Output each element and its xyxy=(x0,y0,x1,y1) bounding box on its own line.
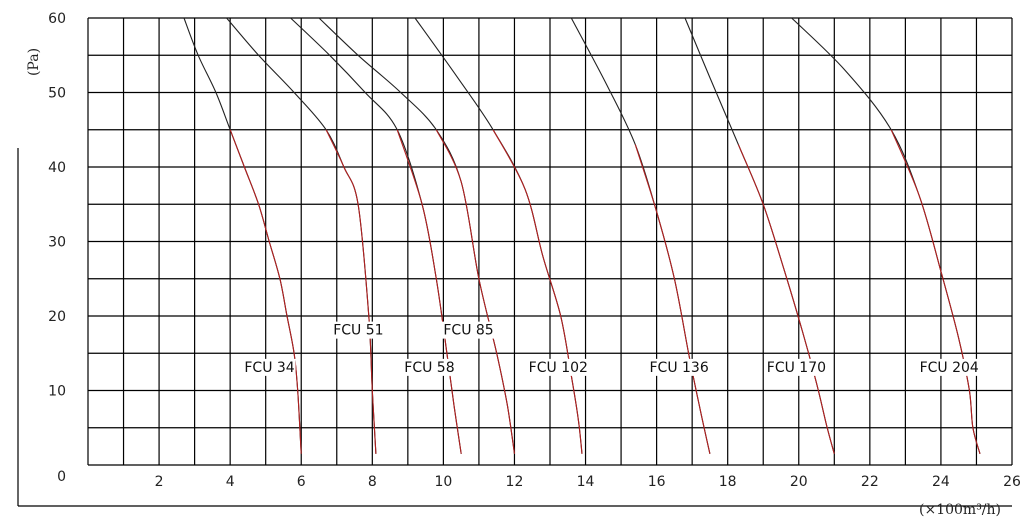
x-tick-label: 12 xyxy=(506,474,524,490)
curve-label-bg xyxy=(526,358,589,376)
curve-label-bg xyxy=(764,358,827,376)
y-tick-label: 50 xyxy=(48,86,66,102)
y-tick-label: 60 xyxy=(48,11,66,27)
curve-label: FCU 204 xyxy=(920,360,979,376)
y-axis-label: (Pa) xyxy=(26,48,42,76)
y-tick-label: 0 xyxy=(57,469,66,485)
y-tick-label: 30 xyxy=(48,235,66,251)
curve-series-7 xyxy=(684,17,835,454)
curve-series-8 xyxy=(791,17,981,454)
curve-label: FCU 58 xyxy=(404,360,454,376)
x-tick-label: 24 xyxy=(932,474,950,490)
x-tick-label: 14 xyxy=(577,474,595,490)
x-tick-label: 10 xyxy=(434,474,452,490)
curve-series-6-lower xyxy=(634,144,711,454)
x-tick-label: 18 xyxy=(719,474,737,490)
curve-series-5-lower xyxy=(492,129,583,454)
curve-label: FCU 51 xyxy=(333,323,383,339)
curve-label: FCU 85 xyxy=(443,323,493,339)
curve-label: FCU 136 xyxy=(650,360,709,376)
curve-label: FCU 170 xyxy=(767,360,826,376)
curve-label-bg xyxy=(242,358,296,376)
curve-series-7-lower xyxy=(737,144,835,454)
curves xyxy=(183,17,981,454)
curve-series-6 xyxy=(570,17,711,454)
y-tick-label: 20 xyxy=(48,309,66,325)
curve-series-4 xyxy=(318,17,516,454)
curve-label: FCU 34 xyxy=(244,360,294,376)
x-tick-label: 22 xyxy=(861,474,879,490)
curve-series-2-lower xyxy=(325,129,377,454)
y-tick-label: 40 xyxy=(48,160,66,176)
curve-series-1 xyxy=(183,17,302,454)
x-tick-label: 6 xyxy=(297,474,306,490)
curve-label: FCU 102 xyxy=(529,360,588,376)
grid xyxy=(87,17,1013,466)
x-tick-label: 20 xyxy=(790,474,808,490)
curve-series-1-lower xyxy=(229,129,302,454)
curve-series-3 xyxy=(290,17,462,454)
curve-series-3-lower xyxy=(396,129,462,454)
x-tick-label: 8 xyxy=(368,474,377,490)
x-tick-label: 26 xyxy=(1003,474,1021,490)
curve-series-4-lower xyxy=(435,129,516,454)
x-tick-label: 4 xyxy=(226,474,235,490)
curve-label-bg xyxy=(402,358,456,376)
x-tick-label: 16 xyxy=(648,474,666,490)
x-tick-label: 2 xyxy=(155,474,164,490)
curve-label-bg xyxy=(917,358,979,376)
x-axis-label: (×100m³/h) xyxy=(919,502,1001,518)
curve-labels: FCU 34 FCU 51 FCU 58 FCU 85 FCU 102 FCU 136 FC… xyxy=(242,321,979,376)
curve-label-bg xyxy=(647,358,709,376)
curve-label-bg xyxy=(331,321,385,339)
y-tick-label: 10 xyxy=(48,384,66,400)
curve-series-8-lower xyxy=(890,129,981,454)
curve-series-5 xyxy=(414,17,583,454)
curve-label-bg xyxy=(441,321,495,339)
